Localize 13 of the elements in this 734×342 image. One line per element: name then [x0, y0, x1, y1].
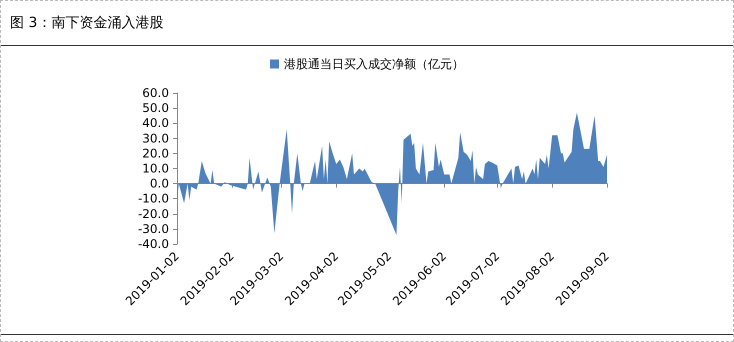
- y-tick-label: 10.0: [142, 162, 169, 176]
- y-tick-label: 60.0: [142, 86, 169, 100]
- y-tick-label: 40.0: [142, 116, 169, 130]
- y-tick-label: 20.0: [142, 146, 169, 160]
- y-tick-label: 0.0: [150, 176, 169, 191]
- y-tick-label: -40.0: [138, 237, 169, 251]
- y-tick-label: 50.0: [142, 101, 169, 116]
- chart-title: 图 3：南下资金涌入港股: [10, 14, 164, 32]
- y-tick-label: -20.0: [138, 206, 169, 221]
- y-tick-label: 30.0: [142, 131, 169, 146]
- y-tick-label: -10.0: [138, 192, 169, 206]
- y-tick-label: -30.0: [138, 222, 169, 236]
- legend-label: 港股通当日买入成交净额（亿元）: [284, 57, 464, 71]
